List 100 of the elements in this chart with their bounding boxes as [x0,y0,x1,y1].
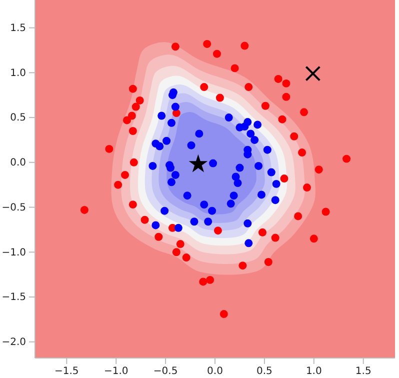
point [160,206,169,215]
y-tick-label: −0.5 [2,202,26,214]
point [230,192,238,200]
point [174,224,182,232]
point [244,219,252,228]
point [244,239,253,248]
x-tick-label: 1.0 [306,366,322,378]
point [274,74,282,83]
point [254,162,263,170]
point [216,94,224,102]
point [148,162,157,170]
point [158,112,166,120]
x-tick-label: −1.5 [54,366,79,378]
point [199,278,208,286]
x-tick-label: 0.5 [256,366,272,378]
point [130,158,138,166]
point [264,258,272,266]
point [200,200,208,209]
y-tick-label: 1.5 [10,23,26,34]
point [290,132,298,140]
point [167,118,176,127]
point [310,234,318,243]
point [128,200,137,209]
point [208,206,216,215]
point [282,79,290,88]
point [187,141,196,150]
point [140,216,149,224]
point [246,130,255,138]
point [212,50,221,58]
point [171,102,180,111]
point [240,42,249,50]
point [195,130,204,138]
point [294,212,302,220]
point [302,184,311,192]
point [128,84,137,93]
point [172,248,180,256]
point [271,234,280,242]
y-tick-label: 0.5 [10,112,26,124]
point [254,120,262,129]
point [171,42,180,51]
y-tick-label: −1.5 [2,292,26,304]
point [183,192,192,200]
point [240,122,249,130]
point [128,127,137,135]
point [80,206,88,214]
point [132,102,140,111]
point [156,142,164,150]
point [272,180,280,188]
x-tick-label: −0.5 [153,366,178,378]
point [282,92,290,101]
point [167,178,176,186]
point [314,166,323,174]
point [322,208,330,216]
y-tick-label: −2.0 [2,337,26,348]
point [168,91,176,100]
point [209,159,218,168]
point [236,164,244,172]
x-tick-label: 0.0 [207,366,223,378]
point [271,196,280,204]
point [230,64,239,72]
point [342,154,351,163]
point [204,218,212,226]
x-tick-label: 1.5 [355,366,372,378]
point [300,108,308,116]
point [226,200,235,208]
point [136,96,144,104]
y-tick-label: 0.0 [10,158,26,169]
point [280,174,288,183]
point [114,180,122,189]
point [278,115,286,124]
point [234,179,242,188]
point [128,112,136,120]
point [267,168,276,176]
point [171,170,180,179]
point [152,221,160,230]
point [105,144,114,153]
point [121,170,129,179]
point [203,40,212,48]
point [200,83,208,92]
point [206,276,214,284]
point [250,136,259,144]
x-tick-label: −1.0 [104,366,128,378]
point [257,190,266,199]
point [224,114,233,122]
y-tick-label: −1.0 [2,247,26,258]
point [162,136,171,145]
point [305,66,321,82]
point [263,146,272,154]
point [220,310,228,318]
point [188,154,208,172]
point [190,218,198,226]
point [122,116,131,124]
point [182,254,190,262]
point [244,83,253,92]
point [261,102,270,110]
y-tick-label: 1.0 [10,68,26,79]
point [298,148,306,157]
point [154,232,163,241]
point [258,228,266,236]
point [214,226,222,235]
